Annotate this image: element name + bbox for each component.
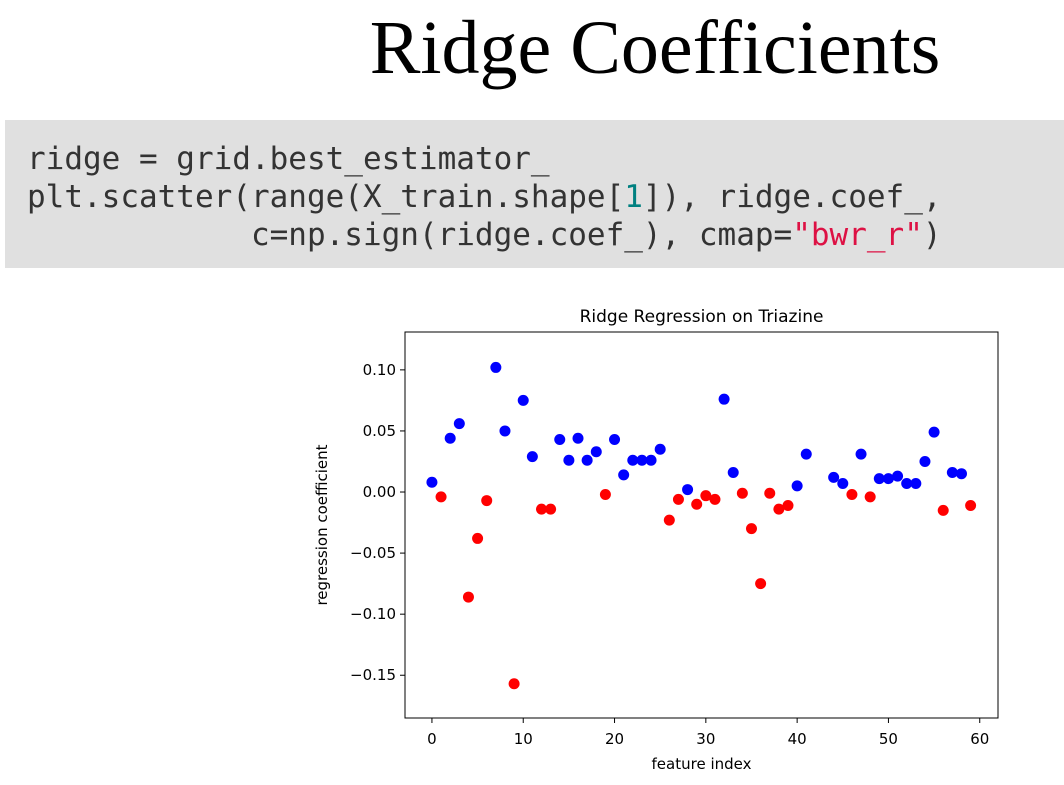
y-tick-label: 0.05: [363, 422, 396, 440]
code-token: "bwr_r": [792, 217, 923, 253]
code-line: c=np.sign(ridge.coef_), cmap="bwr_r"): [27, 216, 1064, 254]
x-axis-label: feature index: [652, 755, 752, 773]
point: [837, 477, 849, 489]
point: [736, 487, 748, 499]
point: [645, 454, 657, 466]
point: [855, 448, 867, 460]
y-tick-label: −0.10: [350, 605, 396, 623]
point: [526, 451, 538, 463]
y-tick-label: 0.00: [363, 483, 396, 501]
point: [545, 503, 557, 515]
code-token: ): [922, 217, 942, 253]
x-tick-label: 50: [879, 730, 898, 748]
point: [800, 448, 812, 460]
y-tick-label: −0.15: [350, 666, 396, 684]
point: [554, 433, 566, 445]
point: [955, 468, 967, 480]
code-token: 1: [624, 179, 643, 215]
point: [937, 504, 949, 516]
point: [609, 433, 621, 445]
x-tick-label: 60: [970, 730, 989, 748]
point: [672, 493, 684, 505]
x-tick-label: 0: [427, 730, 437, 748]
point: [472, 532, 484, 544]
point: [727, 466, 739, 478]
x-tick-label: 10: [514, 730, 533, 748]
point: [572, 432, 584, 444]
point: [846, 488, 858, 500]
point: [663, 514, 675, 526]
point: [563, 454, 575, 466]
slide-title: Ridge Coefficients: [369, 6, 941, 90]
code-token: c=np.sign(ridge.coef_), cmap=: [27, 217, 793, 253]
point: [581, 454, 593, 466]
point: [928, 426, 940, 438]
point: [444, 432, 456, 444]
point: [490, 361, 502, 373]
x-tick-label: 40: [788, 730, 807, 748]
point: [508, 678, 520, 690]
point: [910, 477, 922, 489]
x-tick-label: 20: [605, 730, 624, 748]
point: [682, 484, 694, 496]
point: [517, 394, 529, 406]
point: [453, 418, 465, 430]
point: [481, 495, 493, 507]
point: [462, 591, 474, 603]
point: [882, 473, 894, 485]
point: [590, 446, 602, 458]
point: [901, 477, 913, 489]
code-line: ridge = grid.best_estimator_: [27, 140, 1064, 178]
point: [919, 455, 931, 467]
point: [764, 487, 776, 499]
point: [618, 469, 630, 481]
point: [718, 393, 730, 405]
point: [864, 491, 876, 503]
point: [782, 499, 794, 511]
point: [654, 443, 666, 455]
code-token: ridge = grid.best_estimator_: [27, 141, 550, 177]
point: [709, 493, 721, 505]
y-axis-label: regression coefficient: [313, 444, 331, 605]
x-tick-label: 30: [696, 730, 715, 748]
point: [700, 490, 712, 502]
y-tick-label: −0.05: [350, 544, 396, 562]
point: [946, 466, 958, 478]
point: [599, 488, 611, 500]
chart-title: Ridge Regression on Triazine: [580, 307, 824, 327]
point: [535, 503, 547, 515]
point: [636, 454, 648, 466]
point: [499, 425, 511, 437]
code-block: ridge = grid.best_estimator_ plt.scatter(…: [5, 120, 1064, 268]
point: [435, 491, 447, 503]
code-token: plt.scatter(range(X_train.shape[: [27, 179, 625, 215]
point: [965, 499, 977, 511]
point: [773, 503, 785, 515]
point: [627, 454, 639, 466]
point: [791, 480, 803, 492]
code-line: plt.scatter(range(X_train.shape[1]), rid…: [27, 178, 1064, 216]
code-token: ]), ridge.coef_,: [642, 179, 942, 215]
plot-area: [404, 331, 999, 719]
point: [745, 523, 757, 535]
y-tick-label: 0.10: [363, 361, 396, 379]
point: [892, 470, 904, 482]
point: [426, 476, 438, 488]
point: [755, 578, 767, 590]
point: [828, 471, 840, 483]
point: [691, 498, 703, 510]
point: [873, 473, 885, 485]
